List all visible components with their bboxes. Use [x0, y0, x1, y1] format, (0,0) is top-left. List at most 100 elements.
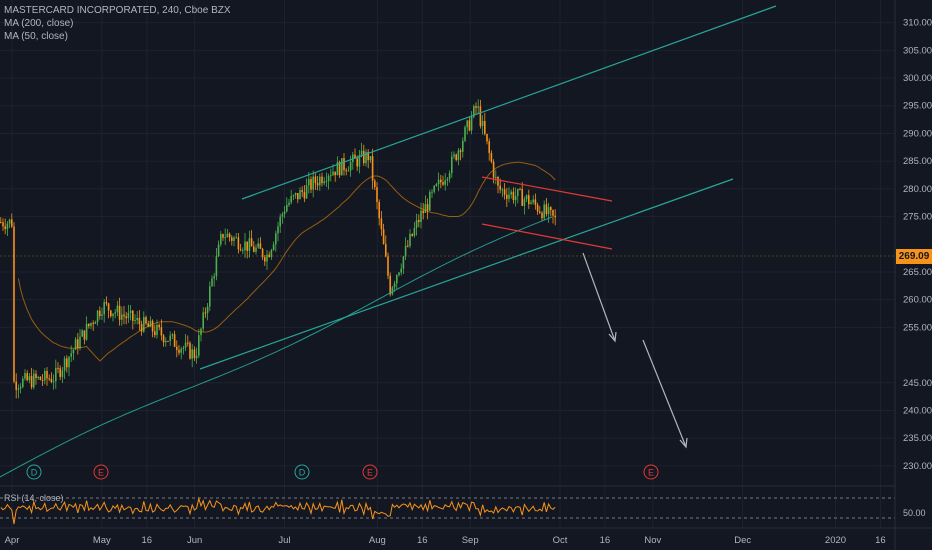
rsi-legend[interactable]: RSI (14, close): [4, 493, 64, 503]
marker-circle: [362, 464, 378, 480]
candle-body: [17, 388, 20, 390]
candle-body: [290, 196, 292, 203]
symbol-title[interactable]: MASTERCARD INCORPORATED, 240, Cboe BZX: [4, 5, 231, 16]
candle-body: [327, 175, 330, 182]
candle-body: [534, 199, 537, 205]
candle-body: [374, 180, 376, 188]
candle-body: [356, 158, 358, 167]
candle-body: [156, 324, 158, 336]
candle-body: [530, 202, 532, 205]
candle-body: [378, 202, 380, 219]
candle-body: [167, 340, 169, 342]
candle-body: [99, 310, 101, 316]
candle-body: [154, 331, 156, 336]
wedge-lower-line[interactable]: [481, 223, 613, 250]
ma200-legend[interactable]: MA (200, close): [4, 18, 74, 29]
candle-body: [400, 268, 402, 273]
candle-body: [283, 211, 286, 215]
candle-body: [308, 179, 310, 186]
candle-body: [301, 190, 303, 193]
candle-body: [358, 155, 361, 167]
dividend-marker[interactable]: D: [26, 464, 42, 480]
candle-body: [330, 175, 332, 177]
projection-arrow-1[interactable]: [582, 252, 616, 342]
candle-body: [19, 386, 22, 389]
candle-body: [103, 302, 105, 315]
earnings-marker[interactable]: E: [643, 464, 659, 480]
candle-body: [426, 204, 429, 211]
earnings-marker[interactable]: E: [362, 464, 378, 480]
candle-body: [457, 150, 460, 161]
candle-body: [459, 150, 462, 152]
candle-body: [237, 237, 240, 250]
candle-body: [488, 141, 490, 153]
candle-body: [189, 342, 191, 359]
candle-body: [475, 106, 477, 108]
time-axis-label: 16: [417, 535, 428, 546]
time-axis-label: 2020: [825, 535, 846, 546]
candle-body: [512, 191, 515, 201]
last-price-tag: 269.09: [896, 249, 932, 264]
time-axis-label: 16: [875, 535, 886, 546]
candle-body: [118, 305, 121, 320]
candle-body: [303, 192, 306, 199]
candle-body: [217, 244, 220, 257]
candle-body: [277, 226, 279, 234]
candle-body: [92, 322, 94, 324]
projection-arrow-2[interactable]: [642, 339, 687, 448]
time-axis[interactable]: Apr May 16 Jun Jul Aug 16 Sep Oct 16 Nov Dec 2020 16: [5, 535, 886, 546]
candle-body: [486, 133, 488, 142]
candle-body: [195, 355, 198, 359]
candle-body: [545, 204, 548, 215]
candle-body: [294, 193, 297, 196]
ma50-legend[interactable]: MA (50, close): [4, 31, 68, 42]
candle-body: [261, 248, 264, 258]
candle-body: [242, 250, 244, 252]
candle-body: [94, 322, 97, 324]
candle-body: [464, 127, 466, 141]
candle-body: [413, 227, 416, 236]
candle-body: [259, 243, 262, 249]
candle-body: [536, 204, 539, 212]
candle-body: [246, 241, 248, 251]
candle-body: [35, 373, 37, 379]
candle-body: [88, 323, 90, 327]
candle-body: [11, 219, 13, 227]
candle-body: [385, 244, 387, 257]
candle-body: [510, 191, 512, 195]
candle-body: [470, 116, 473, 131]
price-axis-label: 290.00: [903, 128, 932, 139]
candle-body: [347, 170, 350, 172]
candle-body: [145, 317, 147, 324]
candle-body: [455, 154, 457, 161]
candle-body: [270, 249, 273, 258]
candle-body: [323, 181, 325, 184]
price-axis-label: 280.00: [903, 184, 932, 195]
candle-body: [345, 170, 347, 172]
candle-body: [50, 378, 53, 383]
candle-body: [235, 237, 237, 239]
candle-body: [187, 342, 189, 344]
candle-body: [160, 327, 163, 336]
candle-body: [418, 220, 420, 223]
price-axis-label: 295.00: [903, 101, 932, 112]
price-axis-label: 275.00: [903, 212, 932, 223]
dividend-marker[interactable]: D: [294, 464, 310, 480]
candle-body: [173, 334, 176, 347]
channel-lower-line[interactable]: [199, 178, 734, 370]
candle-body: [46, 371, 48, 379]
earnings-marker[interactable]: E: [93, 464, 109, 480]
candle-body: [479, 106, 482, 127]
candle-body: [380, 218, 383, 230]
wedge-upper-line[interactable]: [481, 176, 613, 202]
candle-body: [490, 152, 493, 162]
candle-body: [180, 348, 182, 353]
candle-body: [552, 210, 554, 216]
candle-body: [343, 158, 345, 171]
chart-overlays: [0, 5, 895, 478]
candle-body: [334, 171, 336, 176]
channel-upper-line[interactable]: [241, 5, 777, 200]
marker-label: D: [299, 468, 306, 478]
price-axis[interactable]: 310.00 305.00 300.00 295.00 290.00 285.00 280.…: [903, 18, 932, 472]
